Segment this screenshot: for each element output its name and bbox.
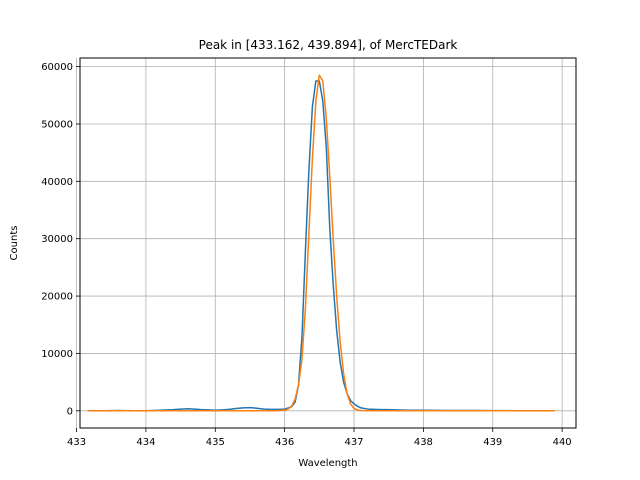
y-tick-label: 0: [67, 406, 73, 417]
x-tick-label: 439: [483, 437, 502, 448]
x-tick-label: 438: [414, 437, 433, 448]
x-tick-label: 435: [206, 437, 225, 448]
y-tick-label: 40000: [41, 177, 73, 188]
x-tick-label: 440: [553, 437, 572, 448]
series-lines: [87, 74, 555, 412]
y-tick-label: 50000: [41, 119, 73, 130]
y-tick-label: 60000: [41, 62, 73, 73]
x-axis-label: Wavelength: [298, 458, 357, 469]
y-axis-label: Counts: [9, 226, 20, 261]
plot-frame: [79, 57, 577, 429]
y-tick-label: 20000: [41, 292, 73, 303]
chart-title: Peak in [433.162, 439.894], of MercTEDar…: [199, 38, 458, 52]
x-tick-label: 437: [344, 437, 363, 448]
y-tick-label: 30000: [41, 234, 73, 245]
y-tick-label: 10000: [41, 349, 73, 360]
x-tick-label: 434: [136, 437, 155, 448]
x-axis: 433 434 435 436 437 438 439 440: [67, 428, 572, 448]
y-axis: 0 10000 20000 30000 40000 50000 60000: [41, 62, 80, 417]
x-tick-label: 436: [275, 437, 294, 448]
x-tick-label: 433: [67, 437, 86, 448]
series-line-2: [87, 74, 555, 412]
